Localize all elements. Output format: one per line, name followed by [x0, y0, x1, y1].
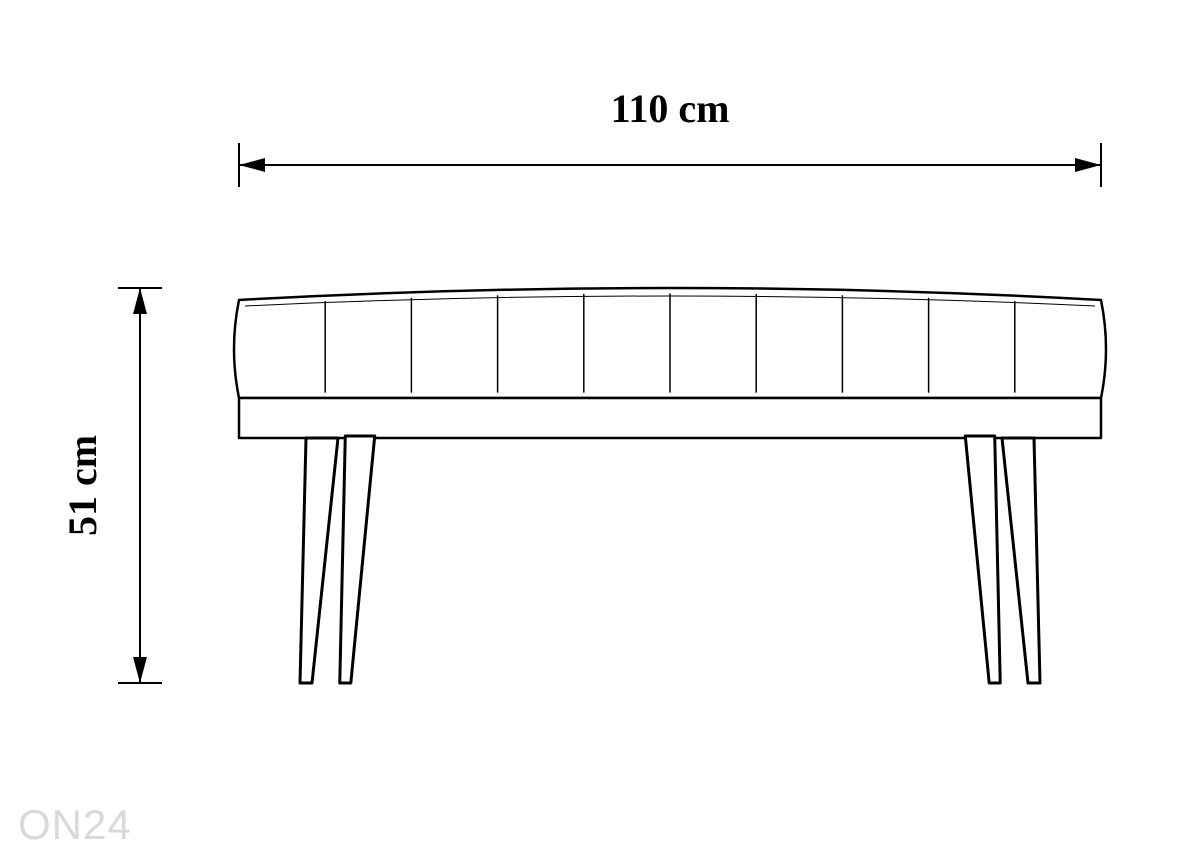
bench-leg-pair-0 [300, 436, 375, 683]
width-dimension: 110 cm [239, 86, 1101, 187]
width-dimension-label: 110 cm [611, 86, 730, 131]
bench-leg-back [965, 436, 1000, 683]
bench-leg-front [300, 438, 338, 683]
height-dimension: 51 cm [60, 288, 162, 683]
bench-leg-front [1002, 438, 1040, 683]
bench-base [239, 398, 1101, 438]
bench-drawing [234, 288, 1106, 683]
bench-leg-back [340, 436, 375, 683]
bench-leg-pair-1 [965, 436, 1040, 683]
watermark-text: ON24 [18, 801, 132, 849]
height-dimension-label: 51 cm [60, 435, 105, 536]
